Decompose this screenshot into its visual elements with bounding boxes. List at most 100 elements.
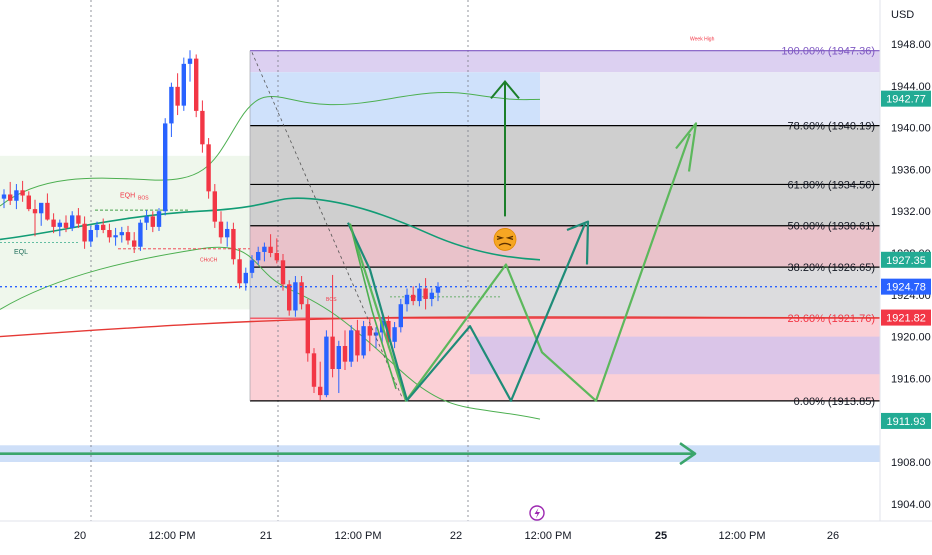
candle-body [318, 386, 323, 396]
candle-body [330, 336, 335, 369]
fib-label: 50.00% (1930.61) [788, 221, 875, 233]
candle-body [113, 235, 118, 238]
price-badge [881, 251, 931, 268]
candle-body [299, 282, 304, 305]
candle-body [349, 330, 354, 362]
candle-body [101, 224, 106, 231]
candle-body [231, 228, 236, 260]
currency-label[interactable]: USD [891, 9, 914, 21]
fib-label: 61.80% (1934.56) [788, 179, 875, 191]
zone-grey [250, 125, 880, 226]
price-tick-label: 1920.00 [891, 332, 931, 344]
candle-body [76, 215, 81, 224]
zone-purple-top [250, 50, 880, 73]
price-axis[interactable]: USD 1948.00 1944.00 1940.00 1936.00 1932.00 1… [879, 0, 932, 521]
candle-body [417, 288, 422, 302]
time-tick-label: 12:00 PM [524, 530, 571, 542]
candle-body [280, 260, 286, 285]
candle-body [94, 224, 100, 231]
time-tick-label: 12:00 PM [334, 530, 381, 542]
price-badge-label: 1911.93 [887, 416, 926, 428]
candle-body [163, 123, 168, 212]
bollinger-upper [0, 91, 541, 207]
candle-body [156, 211, 162, 227]
price-tick-label: 1940.00 [891, 123, 931, 135]
candle-body [404, 294, 410, 305]
candle-body [8, 194, 13, 201]
candle-body [342, 346, 348, 362]
candle-body [26, 195, 31, 210]
fib-label: 23.60% (1921.76) [788, 313, 875, 325]
time-axis[interactable]: 20 12:00 PM 21 12:00 PM 22 12:00 PM 25 12:00 PM… [0, 520, 932, 550]
price-tick-label: 1936.00 [891, 164, 931, 176]
fib-label: 38.20% (1926.65) [788, 262, 875, 274]
candle-body [256, 251, 261, 261]
projection-path-entry [349, 223, 397, 390]
candle-body [398, 304, 403, 328]
price-badge [881, 90, 931, 107]
candle-body [411, 294, 416, 302]
time-tick-label: 21 [260, 530, 272, 542]
candle-body [194, 58, 199, 111]
fibonacci-retracement[interactable]: 100.00% (1947.36) 78.60% (1940.19) 61.80% … [249, 46, 880, 408]
candle-body [1, 194, 7, 199]
candle-body [274, 253, 279, 261]
price-badge [881, 412, 931, 429]
price-badge-label: 1927.35 [886, 255, 926, 267]
candle-body [187, 58, 193, 64]
angry-face-eye [496, 235, 505, 241]
horizontal-arrowhead [679, 442, 697, 466]
candle-body [70, 215, 75, 228]
candle-body [225, 228, 230, 238]
candle-body [144, 216, 149, 223]
candle-body [243, 272, 248, 284]
time-tick-label: 22 [450, 530, 462, 542]
candle-body [262, 246, 267, 252]
price-badge-label: 1942.77 [886, 94, 926, 106]
candle-body [125, 232, 131, 241]
grid [90, 0, 469, 521]
fib-label: 100.00% (1947.36) [781, 46, 875, 58]
candle-body [169, 86, 174, 124]
time-tick-label: 20 [74, 530, 86, 542]
candle-body [373, 332, 379, 336]
candle-body [14, 190, 19, 201]
fib-label: 78.60% (1940.19) [788, 121, 875, 133]
zone-purple-lower [470, 336, 880, 375]
candle-body [367, 326, 372, 336]
candle-body [429, 292, 434, 299]
candle-body [237, 259, 242, 284]
price-tick-label: 1908.00 [891, 457, 931, 469]
candle-body [206, 144, 211, 192]
zone-pink-upper [250, 225, 880, 268]
candle-body [423, 288, 428, 299]
candle-body [293, 282, 298, 311]
trend-line-dashed [251, 52, 403, 398]
candle-body [336, 346, 341, 369]
candle-body [311, 353, 317, 387]
time-tick-label: 25 [655, 530, 667, 542]
zone-blue-upper-right [540, 72, 880, 126]
target-arrowhead [490, 80, 520, 99]
price-tick-label: 1944.00 [891, 81, 931, 93]
eqh-label: EQH [120, 193, 135, 200]
candle-body [51, 219, 56, 227]
bos-label: BOS [326, 297, 337, 303]
lightning-icon[interactable] [529, 505, 545, 521]
drawings[interactable] [0, 52, 880, 466]
projection-path-teal [347, 222, 587, 402]
candle-body [138, 222, 143, 247]
time-tick-label: 12:00 PM [718, 530, 765, 542]
bos-label: BOS [138, 196, 149, 202]
candle-body [435, 286, 441, 293]
candle-body [305, 304, 310, 354]
candle-body [57, 222, 62, 227]
candle-body [200, 110, 205, 145]
choch-label: CHoCH [200, 257, 218, 263]
candle-body [107, 230, 112, 238]
price-tick-label: 1904.00 [891, 499, 931, 511]
candle-body [355, 330, 360, 356]
time-tick-label: 26 [827, 530, 839, 542]
